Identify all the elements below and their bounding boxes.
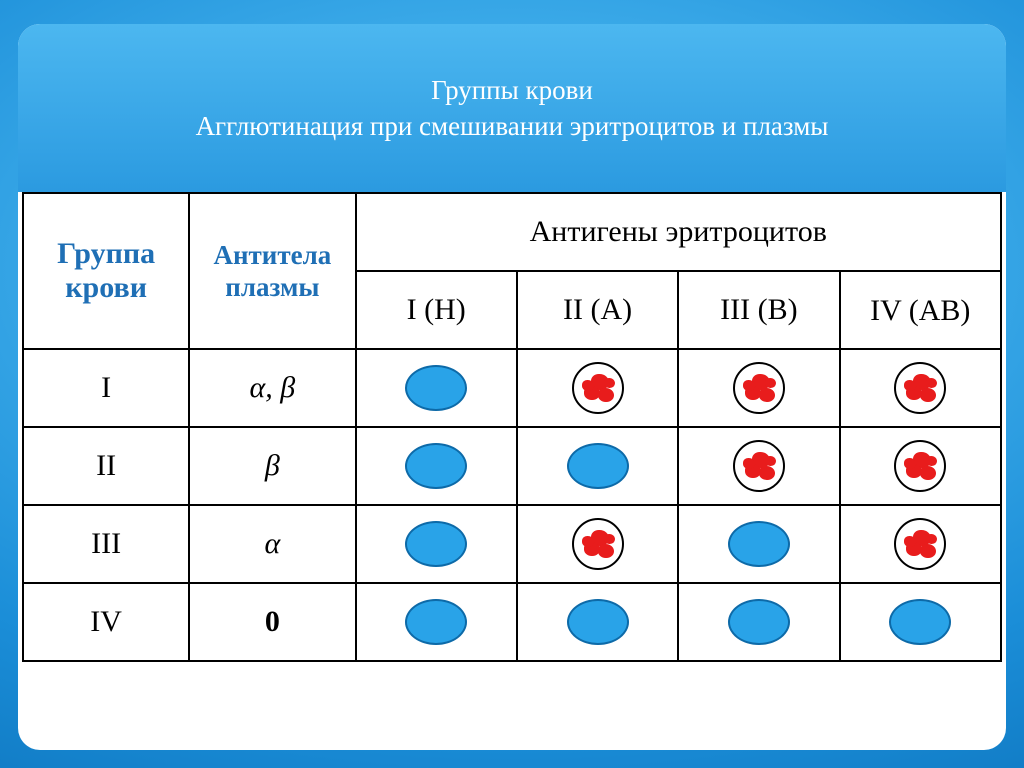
title-text: Группы крови Агглютинация при смешивании… bbox=[196, 72, 829, 145]
table-container: Группа крови Антитела плазмы Антигены эр… bbox=[18, 192, 1006, 666]
result-cell bbox=[840, 583, 1001, 661]
antibody-label: 0 bbox=[189, 583, 355, 661]
agglutination-icon bbox=[841, 350, 1000, 426]
antibody-label: α bbox=[189, 505, 355, 583]
agglutination-icon bbox=[518, 350, 677, 426]
agglutination-icon bbox=[679, 350, 838, 426]
antibody-label: β bbox=[189, 427, 355, 505]
group-label: IV bbox=[23, 583, 189, 661]
result-cell bbox=[678, 505, 839, 583]
agglutination-icon bbox=[518, 506, 677, 582]
no-agglutination-icon bbox=[679, 506, 838, 582]
agglutination-icon bbox=[841, 506, 1000, 582]
table-row: IIIα bbox=[23, 505, 1001, 583]
group-label: I bbox=[23, 349, 189, 427]
slide-card: Группы крови Агглютинация при смешивании… bbox=[18, 24, 1006, 750]
result-cell bbox=[356, 583, 517, 661]
result-cell bbox=[678, 583, 839, 661]
slide-background: Группы крови Агглютинация при смешивании… bbox=[0, 0, 1024, 768]
no-agglutination-icon bbox=[841, 584, 1000, 660]
title-band: Группы крови Агглютинация при смешивании… bbox=[18, 24, 1006, 192]
no-agglutination-icon bbox=[357, 428, 516, 504]
title-line-2: Агглютинация при смешивании эритроцитов … bbox=[196, 111, 829, 141]
no-agglutination-icon bbox=[518, 428, 677, 504]
group-label: III bbox=[23, 505, 189, 583]
result-cell bbox=[356, 349, 517, 427]
header-antibodies: Антитела плазмы bbox=[189, 193, 355, 349]
no-agglutination-icon bbox=[357, 584, 516, 660]
header-antigens: Антигены эритроцитов bbox=[356, 193, 1002, 271]
agglutination-icon bbox=[841, 428, 1000, 504]
result-cell bbox=[517, 505, 678, 583]
result-cell bbox=[678, 349, 839, 427]
result-cell bbox=[517, 583, 678, 661]
no-agglutination-icon bbox=[679, 584, 838, 660]
result-cell bbox=[840, 505, 1001, 583]
header-col-4: IV (AB) bbox=[840, 271, 1001, 349]
result-cell bbox=[840, 427, 1001, 505]
table-row: IIβ bbox=[23, 427, 1001, 505]
header-row-1: Группа крови Антитела плазмы Антигены эр… bbox=[23, 193, 1001, 271]
table-body: Iα, βIIβIIIαIV0 bbox=[23, 349, 1001, 661]
agglutination-table: Группа крови Антитела плазмы Антигены эр… bbox=[22, 192, 1002, 662]
result-cell bbox=[840, 349, 1001, 427]
header-group: Группа крови bbox=[23, 193, 189, 349]
table-row: Iα, β bbox=[23, 349, 1001, 427]
header-col-2: II (A) bbox=[517, 271, 678, 349]
no-agglutination-icon bbox=[518, 584, 677, 660]
header-col-1: I (H) bbox=[356, 271, 517, 349]
result-cell bbox=[356, 427, 517, 505]
antibody-label: α, β bbox=[189, 349, 355, 427]
result-cell bbox=[517, 427, 678, 505]
table-row: IV0 bbox=[23, 583, 1001, 661]
group-label: II bbox=[23, 427, 189, 505]
no-agglutination-icon bbox=[357, 350, 516, 426]
header-col-3: III (B) bbox=[678, 271, 839, 349]
result-cell bbox=[678, 427, 839, 505]
agglutination-icon bbox=[679, 428, 838, 504]
title-line-1: Группы крови bbox=[431, 75, 593, 105]
result-cell bbox=[517, 349, 678, 427]
no-agglutination-icon bbox=[357, 506, 516, 582]
result-cell bbox=[356, 505, 517, 583]
